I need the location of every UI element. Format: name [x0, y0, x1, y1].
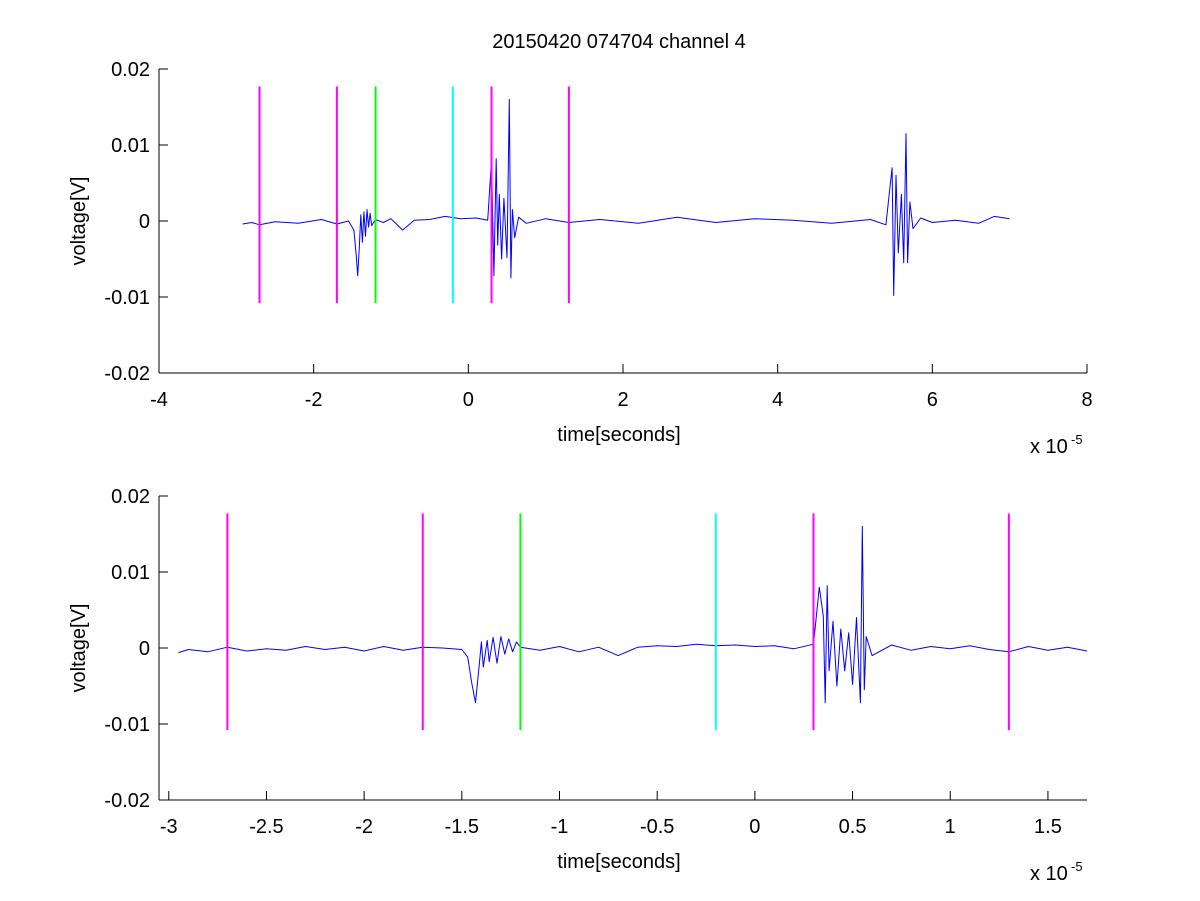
x-tick-label: 4: [772, 389, 783, 411]
top-plot: -4 -2 0 2 4 6 8 -0.02 -0.01 0 0.01 0.02 time[seconds…: [68, 59, 1093, 458]
y-tick-label: 0.01: [111, 135, 150, 157]
x-tick-label: -4: [150, 389, 168, 411]
x-tick-label: -0.5: [640, 816, 674, 838]
y-tick-label: 0.01: [111, 562, 150, 584]
y-tick-label: -0.02: [104, 790, 150, 812]
y-axis-label: voltage[V]: [68, 177, 90, 266]
signal-series-line: [178, 525, 1088, 704]
x-axis-label: time[seconds]: [557, 424, 680, 446]
y-tick-label: 0: [139, 638, 150, 660]
x-tick-label: -3: [160, 816, 178, 838]
y-tick-label: 0: [139, 211, 150, 233]
x-axis-label: time[seconds]: [557, 851, 680, 873]
x-tick-label: 0.5: [839, 816, 867, 838]
y-tick-label: -0.01: [104, 714, 150, 736]
x-tick-label: -2: [305, 389, 323, 411]
x-exponent-label: x 10: [1030, 436, 1068, 458]
y-axis-label: voltage[V]: [68, 604, 90, 693]
x-exponent-value: -5: [1071, 859, 1083, 874]
signal-series-line: [242, 98, 1010, 296]
y-tick-label: -0.02: [104, 363, 150, 385]
x-tick-label: 8: [1081, 389, 1092, 411]
x-tick-label: 1: [945, 816, 956, 838]
x-tick-label: 1.5: [1034, 816, 1062, 838]
x-exponent-label: x 10: [1030, 863, 1068, 885]
chart-title: 20150420 074704 channel 4: [492, 31, 746, 53]
x-tick-label: 6: [927, 389, 938, 411]
x-tick-label: 2: [617, 389, 628, 411]
x-tick-label: -1: [551, 816, 569, 838]
x-tick-label: -1.5: [445, 816, 479, 838]
bottom-plot: -3 -2.5 -2 -1.5 -1 -0.5 0 0.5 1 1.5 -0.02 -0.01 0 0.0…: [68, 486, 1088, 885]
x-tick-label: 0: [463, 389, 474, 411]
y-tick-label: 0.02: [111, 59, 150, 81]
x-exponent-value: -5: [1071, 432, 1083, 447]
y-tick-label: 0.02: [111, 486, 150, 508]
x-tick-label: -2: [355, 816, 373, 838]
x-tick-label: -2.5: [249, 816, 283, 838]
y-tick-label: -0.01: [104, 287, 150, 309]
x-tick-label: 0: [749, 816, 760, 838]
